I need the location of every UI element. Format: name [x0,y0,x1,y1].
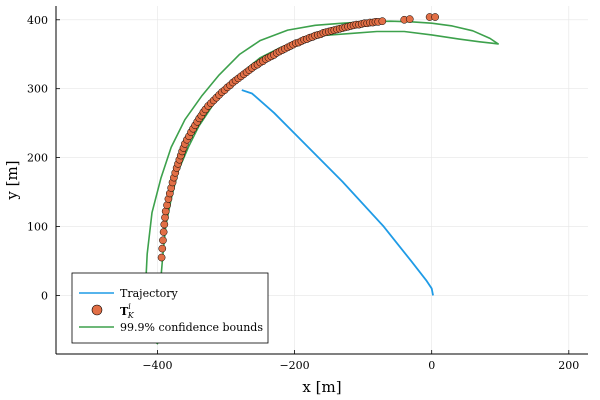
scatter-point [378,17,387,26]
legend-marker-label-sup: i [128,302,131,311]
scatter-point [159,236,167,245]
scatter-point [161,207,170,216]
scatter-point [159,228,168,236]
scatter-point [431,13,439,21]
x-tick-label: 200 [558,359,579,372]
y-axis-label: y [m] [3,160,21,200]
y-tick-label: 300 [27,83,48,96]
plot-area [144,13,499,345]
y-tick-label: 200 [27,152,48,165]
y-tick-label: 400 [27,14,48,27]
legend-marker-label-main: T [120,305,129,318]
y-tick-label: 0 [41,289,48,302]
y-ticks: 0 100 200 300 400 [27,14,60,302]
trajectory-line [241,89,434,296]
legend-marker-label: Ti K [120,302,135,320]
scatter-point [157,253,166,262]
scatter-point [158,244,167,253]
scatter-points-layer [157,13,439,262]
x-tick-label: 0 [428,359,435,372]
x-axis-label: x [m] [302,378,341,396]
legend-trajectory-label: Trajectory [120,287,179,300]
legend-bounds-label: 99.9% confidence bounds [120,321,263,334]
x-tick-label: −400 [142,359,172,372]
grid [56,6,588,354]
trajectory-layer [241,89,434,296]
x-tick-label: −200 [279,359,309,372]
scatter-point [405,15,414,23]
y-tick-label: 100 [27,221,48,234]
confidence-bounds-line [144,20,499,345]
legend-marker-label-sub: K [127,311,135,320]
confidence-bounds-layer [144,20,499,345]
x-ticks: −400 −200 0 200 [142,350,579,372]
legend-box [71,272,269,344]
scatter-point [160,220,169,229]
scatter-point [163,201,171,209]
legend: Trajectory Ti K 99.9% confidence bounds [71,272,269,344]
legend-marker-swatch [91,304,103,316]
